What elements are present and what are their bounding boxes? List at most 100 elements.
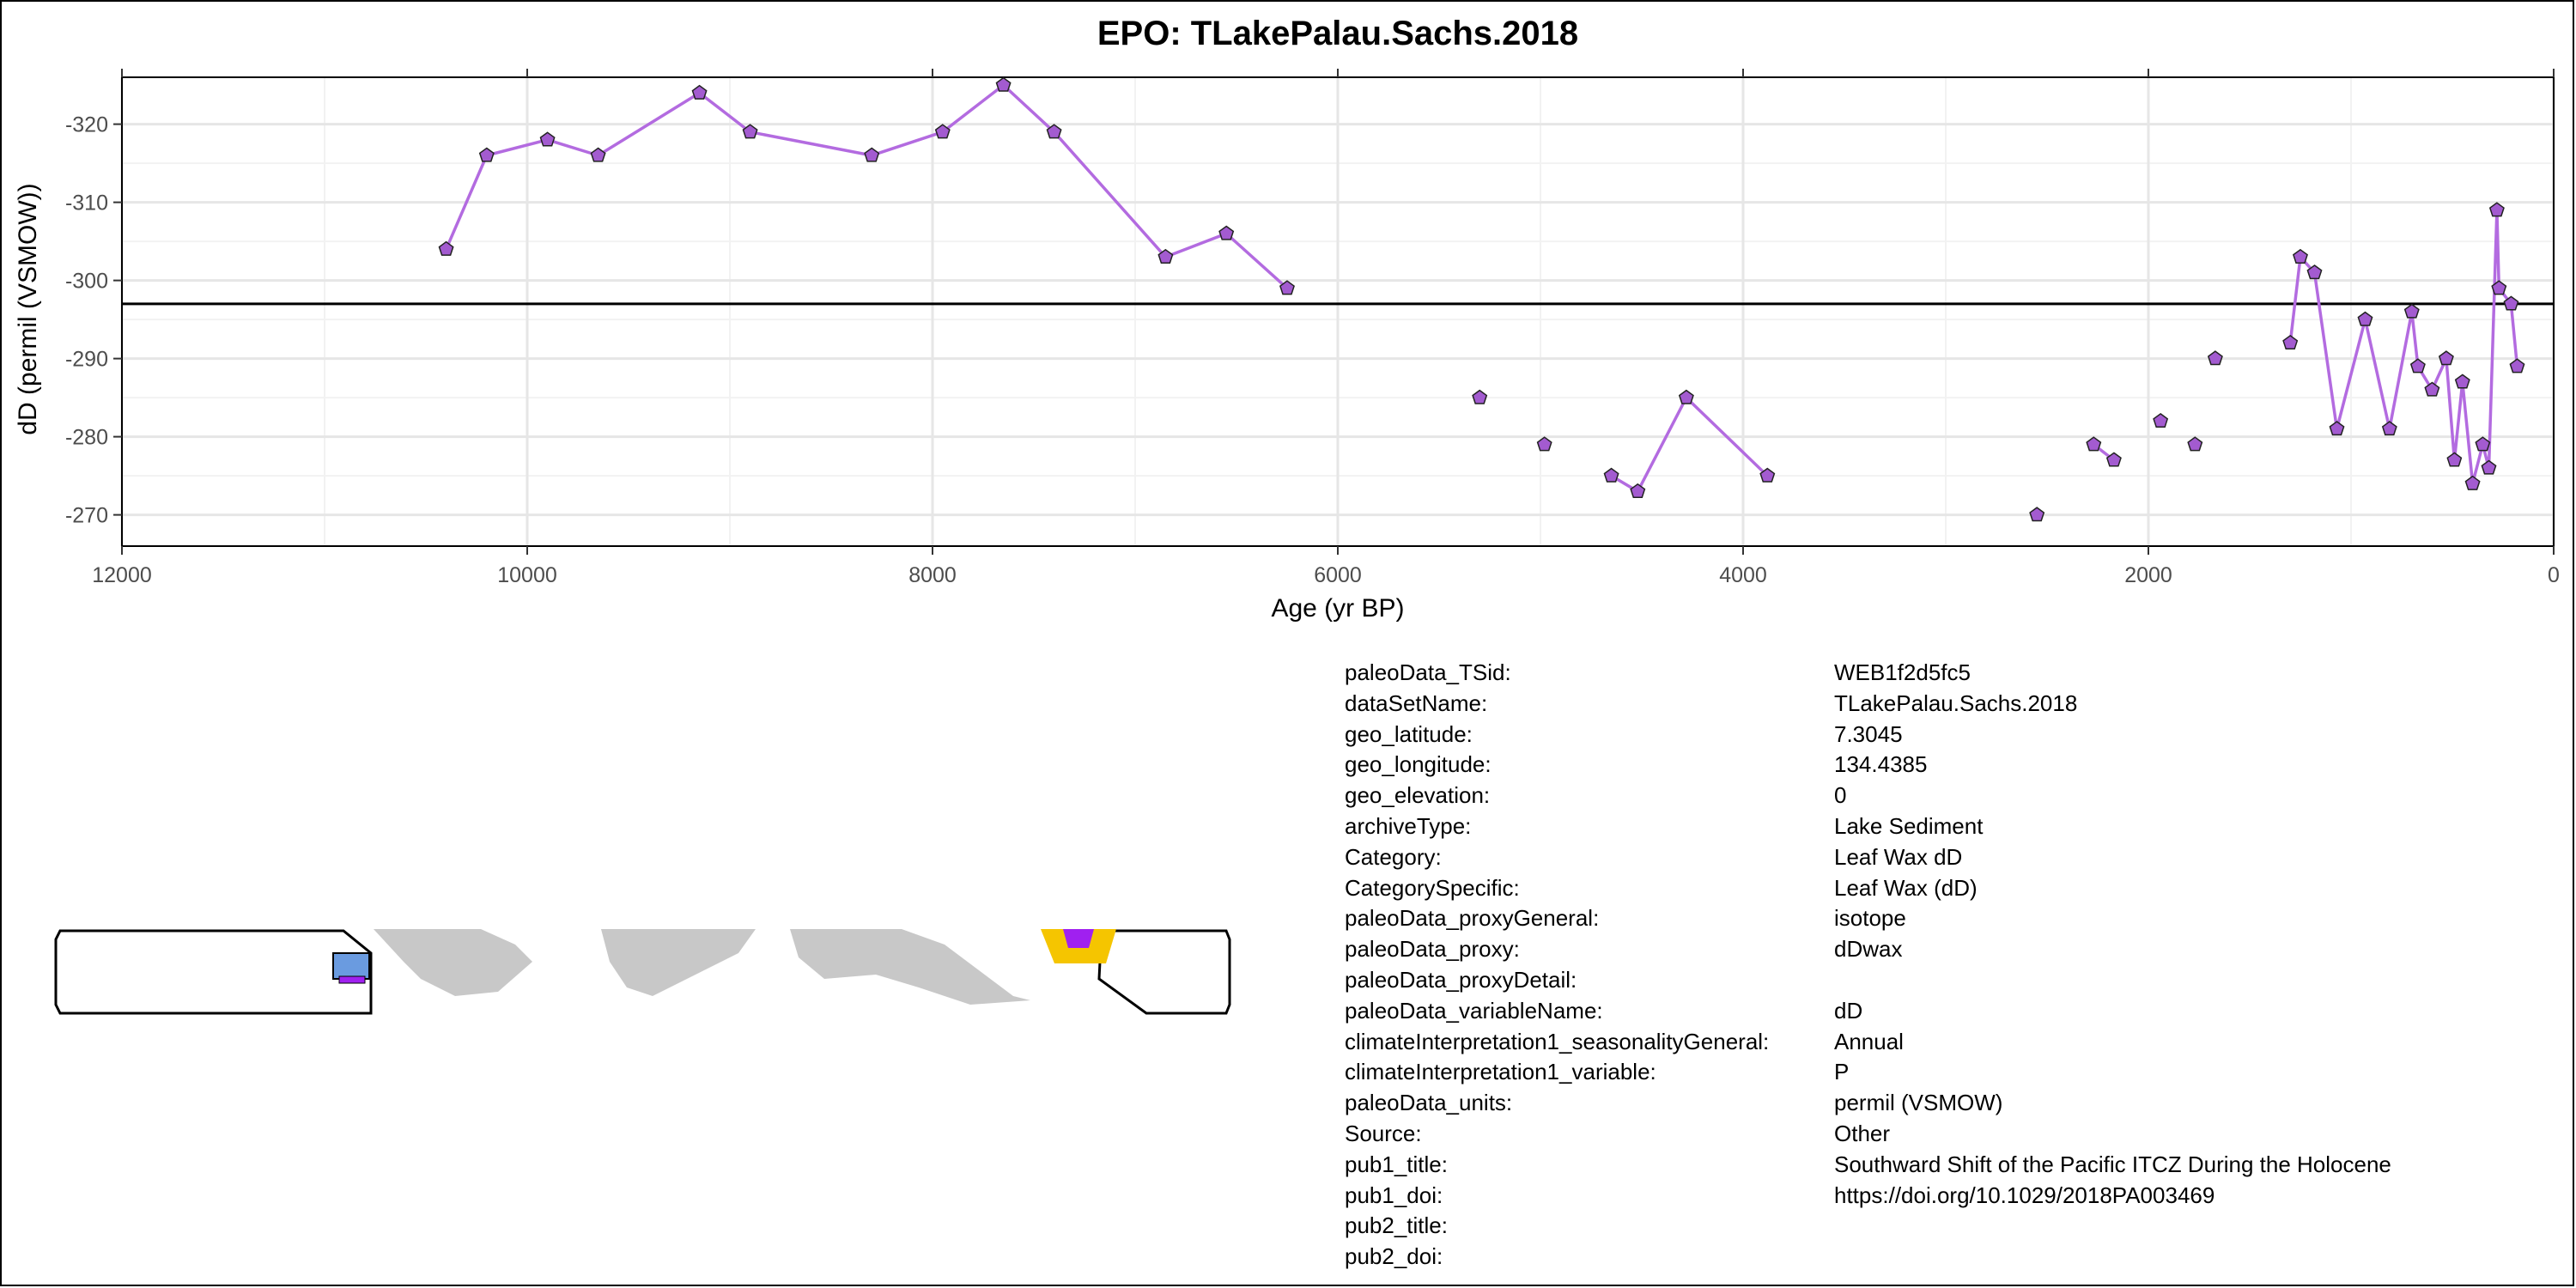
x-tick-label: 8000 [908, 563, 957, 587]
data-point [539, 131, 556, 147]
data-point [1279, 280, 1295, 295]
data-point [2438, 350, 2454, 366]
metadata-key: pub1_title: [1345, 1151, 1448, 1177]
metadata-row: paleoData_variableName: dD [1345, 996, 2391, 1027]
metadata-row: geo_elevation: 0 [1345, 781, 2391, 811]
axis-ticks: 12000 10000 8000 6000 4000 2000 0 -320 -310 -300 -… [65, 69, 2560, 587]
data-point [2105, 452, 2122, 467]
y-tick-label: -290 [65, 348, 108, 372]
data-point [934, 124, 951, 139]
series-lines [444, 83, 2519, 494]
metadata-value [1834, 1211, 2391, 1242]
data-point [590, 147, 606, 162]
metadata-row: geo_latitude: 7.3045 [1345, 720, 2391, 750]
metadata-key: CategorySpecific: [1345, 874, 1520, 901]
data-point [1157, 248, 1174, 264]
data-point [1046, 124, 1062, 139]
metadata-key: paleoData_variableName: [1345, 997, 1603, 1024]
land-masses [374, 929, 1030, 1005]
y-tick-label: -310 [65, 191, 108, 216]
data-point [1536, 436, 1552, 452]
data-point [2509, 358, 2525, 374]
metadata-row: pub1_doi: https://doi.org/10.1029/2018PA0… [1345, 1181, 2391, 1212]
metadata-row: climateInterpretation1_seasonalityGenera… [1345, 1027, 2391, 1058]
data-point [2464, 475, 2481, 490]
x-tick-label: 6000 [1314, 563, 1362, 587]
metadata-key: pub2_doi: [1345, 1243, 1443, 1270]
data-point [995, 76, 1012, 92]
metadata-key: geo_longitude: [1345, 751, 1492, 778]
series-line [1610, 396, 1769, 494]
y-axis-label: dD (permil (VSMOW)) [14, 183, 42, 434]
metadata-value: permil (VSMOW) [1834, 1090, 2003, 1116]
inset-box-left [54, 929, 373, 1015]
y-tick-label: -270 [65, 504, 108, 528]
metadata-key: paleoData_proxy: [1345, 936, 1520, 963]
data-point [2086, 436, 2102, 452]
metadata-key: paleoData_units: [1345, 1090, 1513, 1116]
metadata-key: pub1_doi: [1345, 1182, 1443, 1208]
metadata-key: paleoData_TSid: [1345, 659, 1511, 685]
data-point [864, 147, 880, 162]
data-point [2424, 381, 2440, 397]
metadata-value: 0 [1834, 782, 1847, 809]
data-point [1472, 389, 1488, 404]
metadata-value: Leaf Wax dD [1834, 843, 1963, 870]
y-tick-label: -300 [65, 270, 108, 294]
metadata-row: paleoData_proxy: dDwax [1345, 934, 2391, 965]
data-point [478, 147, 495, 162]
data-point [2475, 436, 2491, 452]
site-marker [1063, 929, 1094, 948]
metadata-row: dataSetName: TLakePalau.Sachs.2018 [1345, 689, 2391, 720]
x-tick-label: 4000 [1719, 563, 1767, 587]
x-tick-label: 2000 [2124, 563, 2172, 587]
metadata-value: isotope [1834, 905, 1906, 932]
metadata-key: Category: [1345, 843, 1442, 870]
x-tick-label: 12000 [92, 563, 152, 587]
metadata-value: dD [1834, 997, 1863, 1024]
metadata-row: pub2_title: [1345, 1211, 2391, 1242]
metadata-table: paleoData_TSid: WEB1f2d5fc5 dataSetName: TL… [1345, 658, 2391, 1273]
metadata-row: paleoData_TSid: WEB1f2d5fc5 [1345, 658, 2391, 689]
metadata-key: climateInterpretation1_variable: [1345, 1059, 1656, 1085]
inset-box-right [1097, 929, 1231, 1015]
data-point [1603, 467, 1619, 483]
metadata-key: dataSetName: [1345, 690, 1488, 716]
data-point [2029, 507, 2045, 522]
metadata-value [1834, 965, 2391, 996]
metadata-key: archiveType: [1345, 812, 1472, 839]
x-tick-label: 0 [2548, 563, 2560, 587]
data-point [2488, 202, 2505, 217]
metadata-value: TLakePalau.Sachs.2018 [1834, 690, 2078, 716]
data-point [691, 84, 708, 100]
data-point [1630, 483, 1646, 498]
metadata-key: pub2_title: [1345, 1212, 1448, 1239]
metadata-row: pub1_title: Southward Shift of the Pacifi… [1345, 1150, 2391, 1181]
metadata-key: paleoData_proxyGeneral: [1345, 905, 1600, 932]
chart-title: EPO: TLakePalau.Sachs.2018 [1097, 15, 1578, 52]
metadata-value [1834, 1242, 2391, 1273]
metadata-row: paleoData_proxyGeneral: isotope [1345, 903, 2391, 934]
inset-marker-box [332, 952, 370, 980]
metadata-value: https://doi.org/10.1029/2018PA003469 [1834, 1182, 2215, 1208]
data-point [1218, 225, 1235, 240]
series-points [438, 76, 2525, 522]
data-point [742, 124, 758, 139]
data-point [2293, 248, 2308, 264]
data-point [2454, 374, 2470, 389]
data-point [2187, 436, 2203, 452]
metadata-value: 134.4385 [1834, 751, 1928, 778]
data-point [1678, 389, 1694, 404]
metadata-row: CategorySpecific: Leaf Wax (dD) [1345, 873, 2391, 904]
metadata-row: pub2_doi: [1345, 1242, 2391, 1273]
data-point [2207, 350, 2223, 366]
metadata-row: geo_longitude: 134.4385 [1345, 750, 2391, 781]
data-point [2481, 459, 2497, 475]
data-point [2446, 452, 2463, 467]
metadata-value: Annual [1834, 1028, 1904, 1054]
metadata-value: Other [1834, 1120, 1891, 1146]
data-point [2403, 303, 2420, 319]
timeseries-chart: EPO: TLakePalau.Sachs.2018 12000 10000 800… [14, 15, 2560, 623]
metadata-key: Source: [1345, 1120, 1422, 1146]
